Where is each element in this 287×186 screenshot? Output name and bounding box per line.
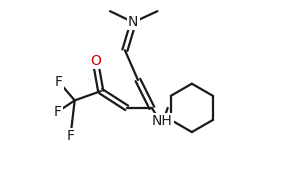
Text: F: F xyxy=(54,105,62,119)
Text: NH: NH xyxy=(152,114,172,128)
Text: F: F xyxy=(55,75,63,89)
Text: N: N xyxy=(128,15,138,29)
Text: O: O xyxy=(91,54,102,68)
Text: F: F xyxy=(67,129,75,143)
